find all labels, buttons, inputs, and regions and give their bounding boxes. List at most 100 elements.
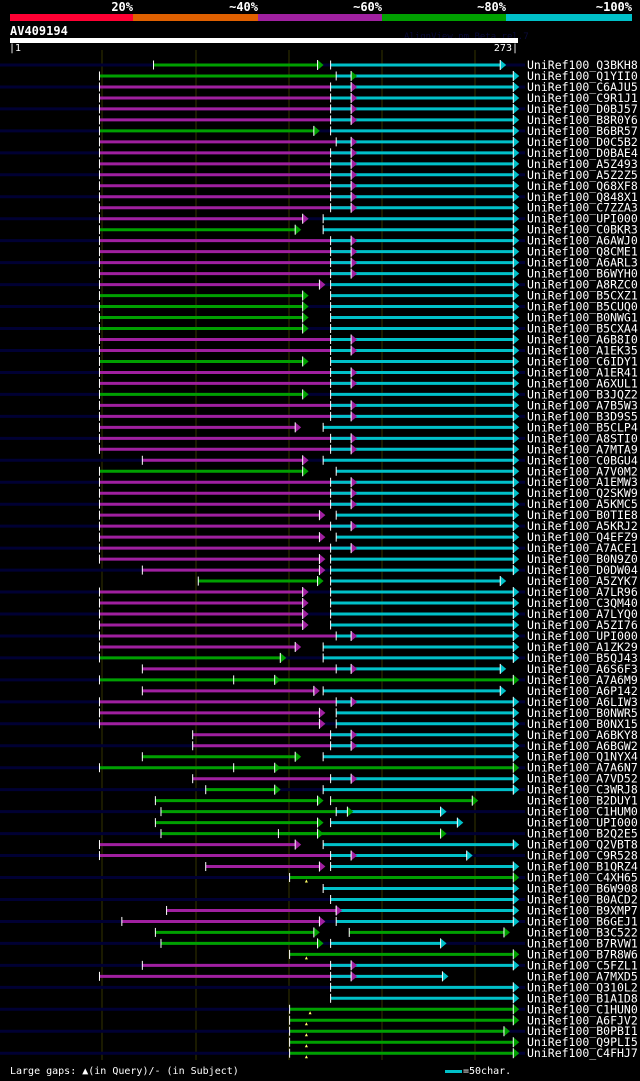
subject-label[interactable]: UniRef100_A6P142 <box>527 684 638 698</box>
subject-label[interactable]: UniRef100_A7LR96 <box>527 585 638 599</box>
subject-label[interactable]: UniRef100_B2Q2E5 <box>527 827 638 841</box>
subject-label[interactable]: UniRef100_C3WRJ8 <box>527 783 638 797</box>
subject-label[interactable]: UniRef100_D0BAE4 <box>527 146 638 160</box>
subject-label[interactable]: UniRef100_A6B8I0 <box>527 333 638 347</box>
subject-label[interactable]: UniRef100_Q1YII0 <box>527 69 638 83</box>
hsp-end-arrow <box>513 532 520 543</box>
subject-label[interactable]: UniRef100_B0NX15 <box>527 717 638 731</box>
scale-label-100: ~100% <box>595 0 632 14</box>
subject-label[interactable]: UniRef100_A1ER41 <box>527 365 638 379</box>
subject-label[interactable]: UniRef100_Q8CME1 <box>527 245 638 259</box>
subject-label[interactable]: UniRef100_B0TIE8 <box>527 508 638 522</box>
subject-label[interactable]: UniRef100_B5CXZ1 <box>527 289 638 303</box>
subject-label[interactable]: UniRef100_C1HUM0 <box>527 805 638 819</box>
subject-label[interactable]: UniRef100_C1HUN0 <box>527 1002 638 1016</box>
subject-label[interactable]: UniRef100_B0PBI1 <box>527 1024 638 1038</box>
subject-label[interactable]: UniRef100_A5ZI76 <box>527 618 638 632</box>
subject-label[interactable]: UniRef100_B7RVW1 <box>527 936 638 950</box>
subject-label[interactable]: UniRef100_B5CXA4 <box>527 322 638 336</box>
hsp-end-arrow <box>351 488 358 499</box>
subject-label[interactable]: UniRef100_C0BKR3 <box>527 223 638 237</box>
subject-label[interactable]: UniRef100_A5KMC5 <box>527 497 638 511</box>
subject-label[interactable]: UniRef100_B0NWG1 <box>527 311 638 325</box>
subject-label[interactable]: UniRef100_A7B5W3 <box>527 398 638 412</box>
scale-band-100 <box>506 14 632 21</box>
subject-label[interactable]: UniRef100_C6IDY1 <box>527 354 638 368</box>
subject-label[interactable]: UniRef100_C4XH65 <box>527 871 638 885</box>
subject-label[interactable]: UniRef100_A8STI0 <box>527 431 638 445</box>
subject-label[interactable]: UniRef100_C3QM40 <box>527 596 638 610</box>
subject-label[interactable]: UniRef100_B3C522 <box>527 925 638 939</box>
subject-label[interactable]: UniRef100_A1EK35 <box>527 343 638 357</box>
hsp-end-arrow <box>302 356 309 367</box>
subject-label[interactable]: UniRef100_A7A6N7 <box>527 761 638 775</box>
subject-label[interactable]: UniRef100_A7MTA9 <box>527 442 638 456</box>
subject-label[interactable]: UniRef100_Q1NYX4 <box>527 750 638 764</box>
subject-label[interactable]: UniRef100_B6GEJ1 <box>527 914 638 928</box>
subject-label[interactable]: UniRef100_D0BJ57 <box>527 102 638 116</box>
subject-label[interactable]: UniRef100_C7ZZA3 <box>527 201 638 215</box>
subject-label[interactable]: UniRef100_B9XMP7 <box>527 903 638 917</box>
subject-label[interactable]: UniRef100_Q310L2 <box>527 980 638 994</box>
subject-label[interactable]: UniRef100_C5FZL1 <box>527 958 638 972</box>
subject-label[interactable]: UniRef100_A6FJV2 <box>527 1013 638 1027</box>
subject-label[interactable]: UniRef100_D0DW04 <box>527 563 638 577</box>
subject-label[interactable]: UniRef100_B0ACD2 <box>527 892 638 906</box>
subject-label[interactable]: UniRef100_A5Z2Z5 <box>527 168 638 182</box>
subject-label[interactable]: UniRef100_B5QJ43 <box>527 651 638 665</box>
subject-label[interactable]: UniRef100_A6BKY8 <box>527 728 638 742</box>
subject-label[interactable]: UniRef100_Q3BKH8 <box>527 58 638 72</box>
subject-label[interactable]: UniRef100_C9R528 <box>527 849 638 863</box>
subject-label[interactable]: UniRef100_A7LYQ0 <box>527 607 638 621</box>
subject-label[interactable]: UniRef100_A6BGW2 <box>527 739 638 753</box>
subject-label[interactable]: UniRef100_A1ZK29 <box>527 640 638 654</box>
subject-label[interactable]: UniRef100_A6ARL3 <box>527 256 638 270</box>
subject-label[interactable]: UniRef100_B3D9S5 <box>527 409 638 423</box>
subject-label[interactable]: UniRef100_A7ACF1 <box>527 541 638 555</box>
subject-label[interactable]: UniRef100_D0C5B2 <box>527 135 638 149</box>
subject-label[interactable]: UniRef100_Q4EFZ9 <box>527 530 638 544</box>
hsp-end-arrow <box>513 554 520 565</box>
subject-label[interactable]: UniRef100_B6WYH0 <box>527 267 638 281</box>
subject-label[interactable]: UniRef100_B8R0Y6 <box>527 113 638 127</box>
subject-label[interactable]: UniRef100_A7V0M2 <box>527 464 638 478</box>
subject-label[interactable]: UniRef100_B2DUY1 <box>527 794 638 808</box>
subject-label[interactable]: UniRef100_Q9PLI5 <box>527 1035 638 1049</box>
subject-label[interactable]: UniRef100_Q68XF8 <box>527 179 638 193</box>
subject-label[interactable]: UniRef100_B0NWR5 <box>527 706 638 720</box>
subject-label[interactable]: UniRef100_UPI000.. <box>527 629 640 643</box>
subject-label[interactable]: UniRef100_UPI000.. <box>527 816 640 830</box>
subject-label[interactable]: UniRef100_A8RZC0 <box>527 278 638 292</box>
subject-label[interactable]: UniRef100_A6LIW3 <box>527 695 638 709</box>
subject-label[interactable]: UniRef100_A7MXD5 <box>527 969 638 983</box>
subject-label[interactable]: UniRef100_C4FHJ7 <box>527 1046 638 1060</box>
subject-label[interactable]: UniRef100_B5CUQ0 <box>527 300 638 314</box>
subject-label[interactable]: UniRef100_A7VD52 <box>527 772 638 786</box>
subject-label[interactable]: UniRef100_B1QRZ4 <box>527 860 638 874</box>
hsp-end-arrow <box>274 784 281 795</box>
subject-label[interactable]: UniRef100_B0N9Z0 <box>527 552 638 566</box>
subject-label[interactable]: UniRef100_B6BR57 <box>527 124 638 138</box>
subject-label[interactable]: UniRef100_A6S6F3 <box>527 662 638 676</box>
subject-label[interactable]: UniRef100_Q2SKW9 <box>527 486 638 500</box>
subject-label[interactable]: UniRef100_C0BGU4 <box>527 453 638 467</box>
subject-label[interactable]: UniRef100_C6AJU5 <box>527 80 638 94</box>
subject-label[interactable]: UniRef100_UPI000.. <box>527 212 640 226</box>
subject-label[interactable]: UniRef100_A5KRJ2 <box>527 519 638 533</box>
subject-label[interactable]: UniRef100_A5Z493 <box>527 157 638 171</box>
subject-label[interactable]: UniRef100_B3JQZ2 <box>527 387 638 401</box>
subject-label[interactable]: UniRef100_B1A1D8 <box>527 991 638 1005</box>
subject-label[interactable]: UniRef100_A1EMW3 <box>527 475 638 489</box>
subject-label[interactable]: UniRef100_A7A6M9 <box>527 673 638 687</box>
subject-label[interactable]: UniRef100_B6W908 <box>527 882 638 896</box>
subject-label[interactable]: UniRef100_B5CLP4 <box>527 420 638 434</box>
subject-label[interactable]: UniRef100_A5ZYK7 <box>527 574 638 588</box>
subject-label[interactable]: UniRef100_C9R1J1 <box>527 91 638 105</box>
hsp-end-arrow <box>513 784 520 795</box>
subject-label[interactable]: UniRef100_Q2VBT8 <box>527 838 638 852</box>
hsp-end-arrow <box>513 213 520 224</box>
subject-label[interactable]: UniRef100_A6XUL1 <box>527 376 638 390</box>
subject-label[interactable]: UniRef100_A6AWJ0 <box>527 234 638 248</box>
subject-label[interactable]: UniRef100_B7R8W6 <box>527 947 638 961</box>
subject-label[interactable]: UniRef100_Q848X1 <box>527 190 638 204</box>
